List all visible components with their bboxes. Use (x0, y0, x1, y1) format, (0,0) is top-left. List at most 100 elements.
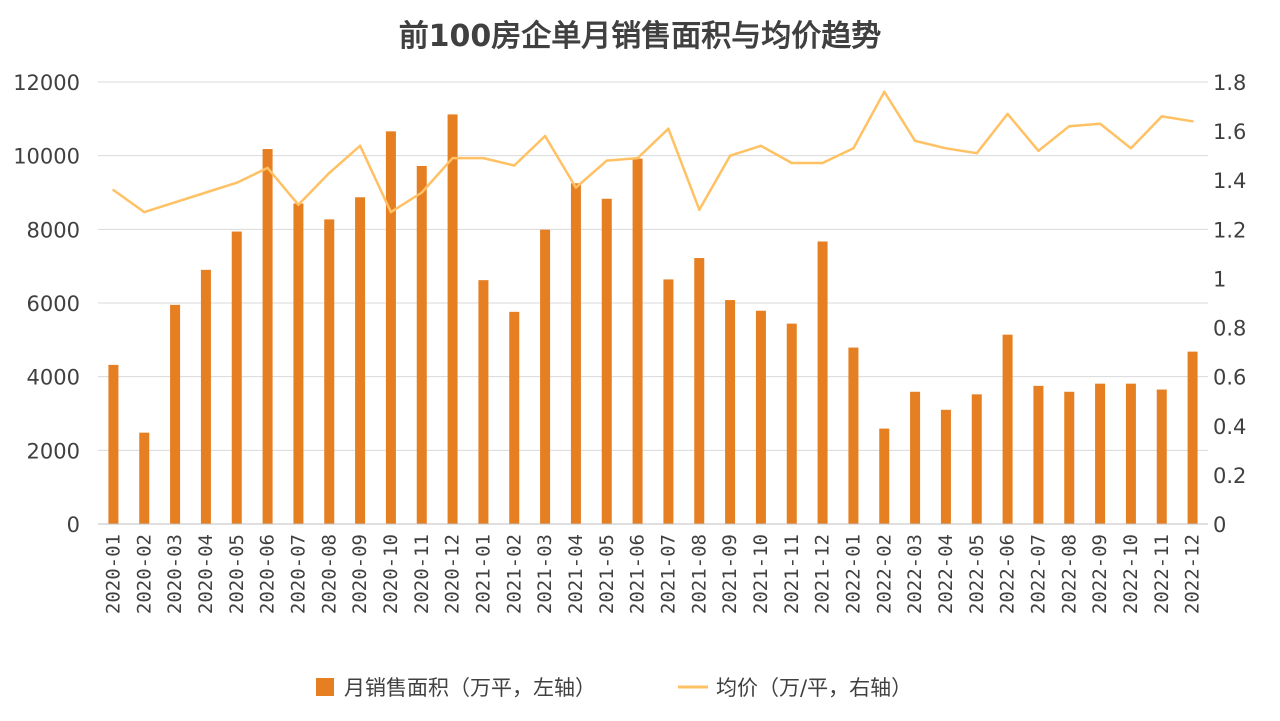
x-axis-tick-label: 2021-09 (719, 534, 741, 614)
x-axis-tick-label: 2021-03 (534, 534, 556, 614)
right-axis-tick-label: 1.2 (1213, 218, 1246, 242)
line-point (1129, 147, 1133, 150)
line-point (543, 134, 547, 138)
x-axis-tick-label: 2021-12 (812, 534, 834, 614)
bar (570, 183, 581, 524)
line-point (790, 161, 793, 165)
bar (293, 203, 304, 525)
chart-title: 前100房企单月销售面积与均价趋势 (399, 19, 882, 54)
line-point (1098, 122, 1102, 125)
bar (416, 165, 427, 525)
x-axis-tick-label: 2020-07 (287, 534, 309, 614)
line-point (728, 154, 732, 157)
left-axis: 0 2000 4000 6000 8000 10000 12000 (13, 71, 80, 537)
bar (940, 409, 951, 524)
left-axis-tick-label: 0 (67, 513, 80, 537)
bar (1033, 385, 1044, 524)
bar (231, 231, 242, 524)
bar (540, 229, 551, 524)
line-point (636, 156, 639, 160)
line-series-path (112, 90, 1193, 214)
right-axis: 0 0.2 0.4 0.6 0.8 1 1.2 1.4 1.6 1.8 (1213, 71, 1246, 537)
x-axis-tick-label: 2021-05 (596, 534, 618, 614)
x-axis-tick-label: 2020-12 (442, 534, 464, 614)
legend-bar-swatch (316, 678, 334, 696)
bar (725, 300, 736, 524)
bar (170, 304, 181, 524)
bar (755, 310, 766, 524)
x-axis-tick-label: 2022-06 (997, 534, 1019, 614)
x-axis-tick-label: 2020-03 (164, 534, 186, 614)
bar (1095, 383, 1106, 524)
x-axis-tick-label: 2021-10 (750, 534, 772, 614)
bar (971, 394, 982, 524)
x-axis-tick-label: 2020-05 (226, 534, 248, 614)
bar (385, 131, 396, 524)
bar (910, 391, 921, 524)
bar-series (108, 114, 1198, 525)
line-point (420, 191, 423, 194)
line-point (667, 127, 670, 130)
left-axis-tick-label: 8000 (27, 218, 80, 242)
x-axis-tick-label: 2020-09 (349, 534, 371, 614)
x-axis-tick-label: 2021-07 (657, 534, 679, 614)
x-axis-tick-label: 2021-06 (627, 534, 649, 614)
line-point (821, 161, 824, 165)
x-axis-tick-label: 2022-09 (1089, 534, 1111, 614)
line-point (759, 144, 763, 148)
line-point (451, 156, 454, 160)
x-axis-tick-label: 2020-01 (102, 534, 124, 614)
line-point (698, 208, 701, 211)
line-point (1068, 125, 1071, 128)
left-axis-tick-label: 12000 (13, 71, 80, 95)
line-point (328, 171, 331, 175)
bar (355, 197, 366, 524)
grid-lines (98, 81, 1208, 525)
left-axis-tick-label: 10000 (13, 145, 80, 169)
x-axis-tick-label: 2020-10 (380, 534, 402, 614)
right-axis-tick-label: 1.4 (1213, 169, 1246, 193)
bar (447, 114, 458, 524)
line-series (112, 90, 1194, 214)
line-point (913, 139, 917, 143)
right-axis-tick-label: 1.8 (1213, 71, 1246, 95)
right-axis-tick-label: 1.6 (1213, 120, 1246, 144)
right-axis-tick-label: 0.4 (1213, 415, 1246, 439)
x-axis-tick-label: 2022-07 (1027, 534, 1049, 614)
line-point (358, 144, 362, 148)
x-axis-tick-label: 2022-04 (935, 534, 957, 614)
right-axis-tick-label: 1 (1213, 267, 1226, 291)
right-axis-tick-label: 0 (1213, 513, 1226, 537)
bar (1064, 391, 1075, 524)
bar (139, 432, 150, 524)
bar (632, 158, 643, 524)
x-axis-tick-label: 2022-05 (966, 534, 988, 614)
x-axis: 2020-01 2020-02 2020-03 2020-04 2020-05 2020-… (98, 523, 1208, 614)
bar (879, 428, 890, 524)
x-axis-tick-label: 2020-08 (318, 534, 340, 614)
x-axis-tick-label: 2021-01 (472, 534, 494, 614)
left-axis-tick-label: 2000 (27, 439, 80, 463)
x-axis-tick-label: 2022-10 (1120, 534, 1142, 614)
line-point (173, 201, 177, 204)
x-axis-tick-label: 2021-08 (688, 534, 710, 614)
x-axis-tick-label: 2020-11 (411, 534, 433, 614)
bar (663, 279, 674, 524)
bar (817, 241, 828, 524)
line-point (1160, 115, 1163, 118)
line-point (112, 188, 115, 192)
x-axis-tick-label: 2021-04 (565, 534, 587, 614)
line-point (513, 164, 516, 167)
line-point (235, 181, 238, 184)
line-point (852, 147, 855, 150)
legend-bar-label: 月销售面积（万平，左轴） (344, 676, 596, 700)
bar (478, 280, 489, 524)
bar (200, 269, 211, 524)
x-axis-tick-label: 2020-02 (133, 534, 155, 614)
line-point (975, 152, 978, 155)
bar (1002, 334, 1013, 524)
right-axis-tick-label: 0.6 (1213, 366, 1246, 390)
bar (601, 198, 612, 525)
legend-line-label: 均价（万/平，右轴） (716, 676, 912, 700)
